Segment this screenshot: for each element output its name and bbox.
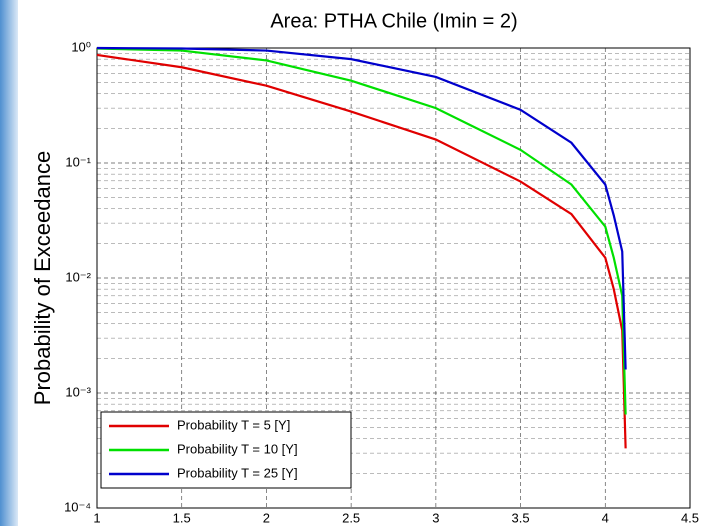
x-tick-label: 2 (263, 510, 270, 525)
y-tick-label: 10⁻⁴ (64, 499, 91, 514)
legend-label: Probability T = 10 [Y] (177, 441, 298, 456)
plot-frame (96, 47, 691, 509)
x-tick-label: 4.5 (681, 510, 699, 525)
y-tick-label: 10⁻¹ (65, 154, 91, 169)
y-tick-label: 10⁰ (71, 39, 91, 54)
x-tick-label: 1 (93, 510, 100, 525)
chart-title: Area: PTHA Chile (Imin = 2) (270, 10, 517, 32)
legend-label: Probability T = 5 [Y] (177, 417, 290, 432)
x-tick-label: 3 (432, 510, 439, 525)
side-strip (0, 0, 18, 526)
line-series (96, 53, 627, 449)
x-tick-label: 2.5 (342, 510, 360, 525)
x-tick-label: 1.5 (173, 510, 191, 525)
line-series (96, 47, 627, 415)
x-tick-label: 4 (602, 510, 609, 525)
x-tick-label: 3.5 (512, 510, 530, 525)
y-tick-label: 10⁻³ (65, 384, 91, 399)
legend-label: Probability T = 25 [Y] (177, 465, 298, 480)
y-tick-label: 10⁻² (65, 269, 91, 284)
line-series (96, 46, 627, 370)
y-axis-label: Probability of Exceedance (30, 151, 55, 405)
